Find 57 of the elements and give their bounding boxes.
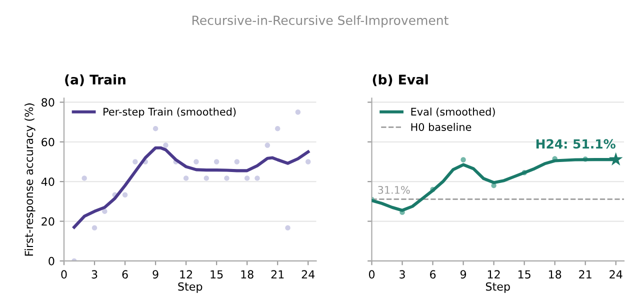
x-tick-label: 21 — [271, 270, 284, 278]
chart-title: (b) Eval — [372, 74, 428, 86]
x-axis-title: Step — [178, 282, 202, 293]
point — [102, 208, 108, 214]
x-tick-label: 15 — [518, 270, 530, 279]
point — [275, 126, 280, 132]
legend-label: H0 baseline — [411, 122, 472, 131]
point — [194, 159, 199, 164]
x-tick-label: 24 — [610, 270, 622, 278]
point — [82, 176, 87, 181]
x-tick-label: 9 — [460, 270, 466, 279]
x-tick-label: 21 — [579, 270, 592, 278]
line-series — [72, 146, 310, 229]
x-tick-label: 15 — [210, 270, 223, 279]
x-tick-label: 3 — [400, 270, 405, 279]
legend-label: Per-step Train (smoothed) — [104, 108, 236, 118]
point — [204, 176, 209, 181]
point — [460, 157, 466, 162]
y-tick-label: 80 — [42, 98, 54, 107]
x-tick-label: 12 — [180, 270, 192, 278]
point — [254, 176, 260, 181]
legend-label: Eval (smoothed) — [411, 108, 495, 117]
y-tick-label: 60 — [42, 138, 54, 146]
annotation: H24: 51.1% — [536, 139, 616, 149]
point — [244, 176, 250, 181]
y-tick-label: 20 — [42, 217, 54, 226]
point — [608, 152, 623, 166]
y-axis-title: First-response accuracy (%) — [24, 103, 36, 256]
chart-subtitle: Recursive-in-Recursive Self-Improvement — [192, 15, 448, 28]
point — [264, 142, 270, 148]
x-tick-label: 0 — [61, 270, 67, 279]
x-axis-title: Step — [486, 282, 510, 293]
point — [152, 126, 158, 132]
y-tick-label: 0 — [48, 256, 54, 266]
x-tick-label: 12 — [488, 270, 500, 278]
x-tick-label: 9 — [152, 270, 158, 279]
y-tick-label: 40 — [41, 178, 54, 186]
x-tick-label: 3 — [92, 270, 98, 279]
point — [224, 176, 230, 181]
point — [183, 176, 189, 181]
point — [132, 159, 138, 164]
x-tick-label: 18 — [548, 270, 562, 279]
x-tick-label: 0 — [368, 270, 375, 279]
point — [306, 159, 311, 164]
point — [163, 142, 168, 148]
x-tick-label: 6 — [430, 270, 436, 279]
point — [92, 225, 98, 230]
point — [295, 110, 301, 115]
point — [234, 159, 240, 164]
x-tick-label: 6 — [122, 270, 128, 279]
point — [285, 225, 290, 230]
annotation: 31.1% — [378, 186, 410, 194]
point — [122, 192, 128, 198]
point — [214, 159, 220, 164]
chart-title: (a) Train — [65, 74, 126, 86]
x-tick-label: 18 — [241, 270, 254, 279]
x-tick-label: 24 — [302, 270, 315, 278]
